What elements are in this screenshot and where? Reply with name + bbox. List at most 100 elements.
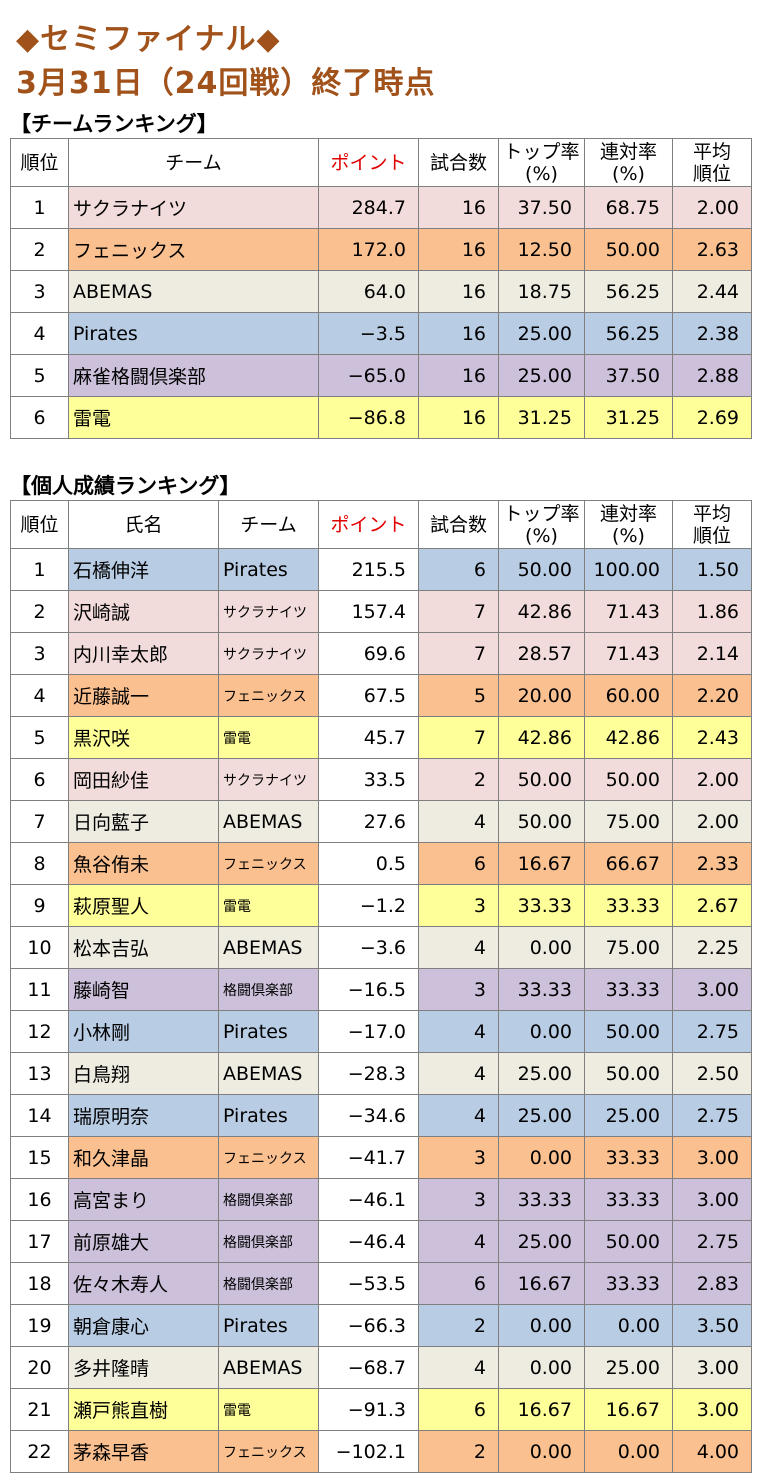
games-cell: 4 [418,1010,499,1053]
team-cell: ABEMAS [68,270,319,313]
avg-rank-cell: 2.63 [672,228,752,271]
points-cell: 284.7 [318,186,419,229]
player-name-cell: 沢崎誠 [68,590,219,633]
rentai-rate-cell: 33.33 [584,1178,673,1221]
avg-rank-cell: 2.67 [672,884,752,927]
top-rate-cell: 25.00 [498,1052,585,1095]
team-cell: フェニックス [218,1136,319,1179]
rank-cell: 11 [10,968,69,1011]
rank-cell: 12 [10,1010,69,1053]
avg-rank-cell: 4.00 [672,1430,752,1473]
team-cell: フェニックス [68,228,319,271]
avg-rank-cell: 2.00 [672,800,752,843]
avg-rank-cell: 3.00 [672,1388,752,1431]
games-cell: 4 [418,1346,499,1389]
table-row: 1 石橋伸洋 Pirates 215.5 6 50.00 100.00 1.50 [10,548,752,591]
team-cell: 格闘倶楽部 [218,1220,319,1263]
column-header: 試合数 [418,500,499,549]
rank-cell: 7 [10,800,69,843]
avg-rank-cell: 3.00 [672,968,752,1011]
games-cell: 4 [418,1094,499,1137]
points-cell: −3.6 [318,926,419,969]
rank-cell: 8 [10,842,69,885]
team-cell: Pirates [218,1094,319,1137]
avg-rank-cell: 2.14 [672,632,752,675]
page-title: ◆セミファイナル◆ [16,22,281,57]
games-cell: 7 [418,590,499,633]
table-row: 14 瑞原明奈 Pirates −34.6 4 25.00 25.00 2.75 [10,1094,752,1137]
rank-cell: 19 [10,1304,69,1347]
player-name-cell: 高宮まり [68,1178,219,1221]
points-cell: 69.6 [318,632,419,675]
table-row: 5 麻雀格闘倶楽部 −65.0 16 25.00 37.50 2.88 [10,354,752,397]
rentai-rate-cell: 50.00 [584,228,673,271]
avg-rank-cell: 1.50 [672,548,752,591]
avg-rank-cell: 2.69 [672,396,752,439]
points-cell: −16.5 [318,968,419,1011]
table-row: 19 朝倉康心 Pirates −66.3 2 0.00 0.00 3.50 [10,1304,752,1347]
player-name-cell: 内川幸太郎 [68,632,219,675]
column-header: 順位 [10,138,69,187]
table-row: 12 小林剛 Pirates −17.0 4 0.00 50.00 2.75 [10,1010,752,1053]
points-cell: 215.5 [318,548,419,591]
points-cell: −65.0 [318,354,419,397]
avg-rank-cell: 2.00 [672,758,752,801]
team-cell: フェニックス [218,842,319,885]
team-cell: 格闘倶楽部 [218,1178,319,1221]
avg-rank-cell: 2.43 [672,716,752,759]
rentai-rate-cell: 50.00 [584,758,673,801]
player-name-cell: 朝倉康心 [68,1304,219,1347]
top-rate-cell: 0.00 [498,1430,585,1473]
games-cell: 16 [418,312,499,355]
table-row: 11 藤崎智 格闘倶楽部 −16.5 3 33.33 33.33 3.00 [10,968,752,1011]
avg-rank-cell: 1.86 [672,590,752,633]
top-rate-cell: 33.33 [498,1178,585,1221]
player-name-cell: 佐々木寿人 [68,1262,219,1305]
points-cell: 27.6 [318,800,419,843]
rentai-rate-cell: 50.00 [584,1220,673,1263]
top-rate-cell: 16.67 [498,1262,585,1305]
top-rate-cell: 25.00 [498,354,585,397]
top-rate-cell: 20.00 [498,674,585,717]
rank-cell: 14 [10,1094,69,1137]
table-row: 6 雷電 −86.8 16 31.25 31.25 2.69 [10,396,752,439]
games-cell: 6 [418,842,499,885]
column-header: ポイント [318,138,419,187]
top-rate-cell: 25.00 [498,1094,585,1137]
team-cell: ABEMAS [218,1346,319,1389]
team-section-title: 【チームランキング】 [10,112,218,136]
column-header: 連対率 (%) [584,500,673,549]
games-cell: 4 [418,1052,499,1095]
games-cell: 16 [418,354,499,397]
table-row: 3 ABEMAS 64.0 16 18.75 56.25 2.44 [10,270,752,313]
rentai-rate-cell: 25.00 [584,1346,673,1389]
player-name-cell: 松本吉弘 [68,926,219,969]
rentai-rate-cell: 66.67 [584,842,673,885]
top-rate-cell: 0.00 [498,926,585,969]
player-name-cell: 萩原聖人 [68,884,219,927]
points-cell: −1.2 [318,884,419,927]
avg-rank-cell: 2.75 [672,1220,752,1263]
table-row: 16 高宮まり 格闘倶楽部 −46.1 3 33.33 33.33 3.00 [10,1178,752,1221]
table-row: 8 魚谷侑未 フェニックス 0.5 6 16.67 66.67 2.33 [10,842,752,885]
column-header: 試合数 [418,138,499,187]
table-row: 2 フェニックス 172.0 16 12.50 50.00 2.63 [10,228,752,271]
avg-rank-cell: 2.50 [672,1052,752,1095]
games-cell: 16 [418,228,499,271]
top-rate-cell: 25.00 [498,1220,585,1263]
top-rate-cell: 33.33 [498,968,585,1011]
team-cell: サクラナイツ [218,632,319,675]
games-cell: 4 [418,1220,499,1263]
table-row: 18 佐々木寿人 格闘倶楽部 −53.5 6 16.67 33.33 2.83 [10,1262,752,1305]
player-name-cell: 黒沢咲 [68,716,219,759]
points-cell: −41.7 [318,1136,419,1179]
player-name-cell: 小林剛 [68,1010,219,1053]
avg-rank-cell: 2.75 [672,1094,752,1137]
table-row: 5 黒沢咲 雷電 45.7 7 42.86 42.86 2.43 [10,716,752,759]
column-header: トップ率 (%) [498,138,585,187]
avg-rank-cell: 3.00 [672,1178,752,1221]
player-name-cell: 日向藍子 [68,800,219,843]
player-name-cell: 近藤誠一 [68,674,219,717]
player-name-cell: 瑞原明奈 [68,1094,219,1137]
avg-rank-cell: 3.00 [672,1136,752,1179]
